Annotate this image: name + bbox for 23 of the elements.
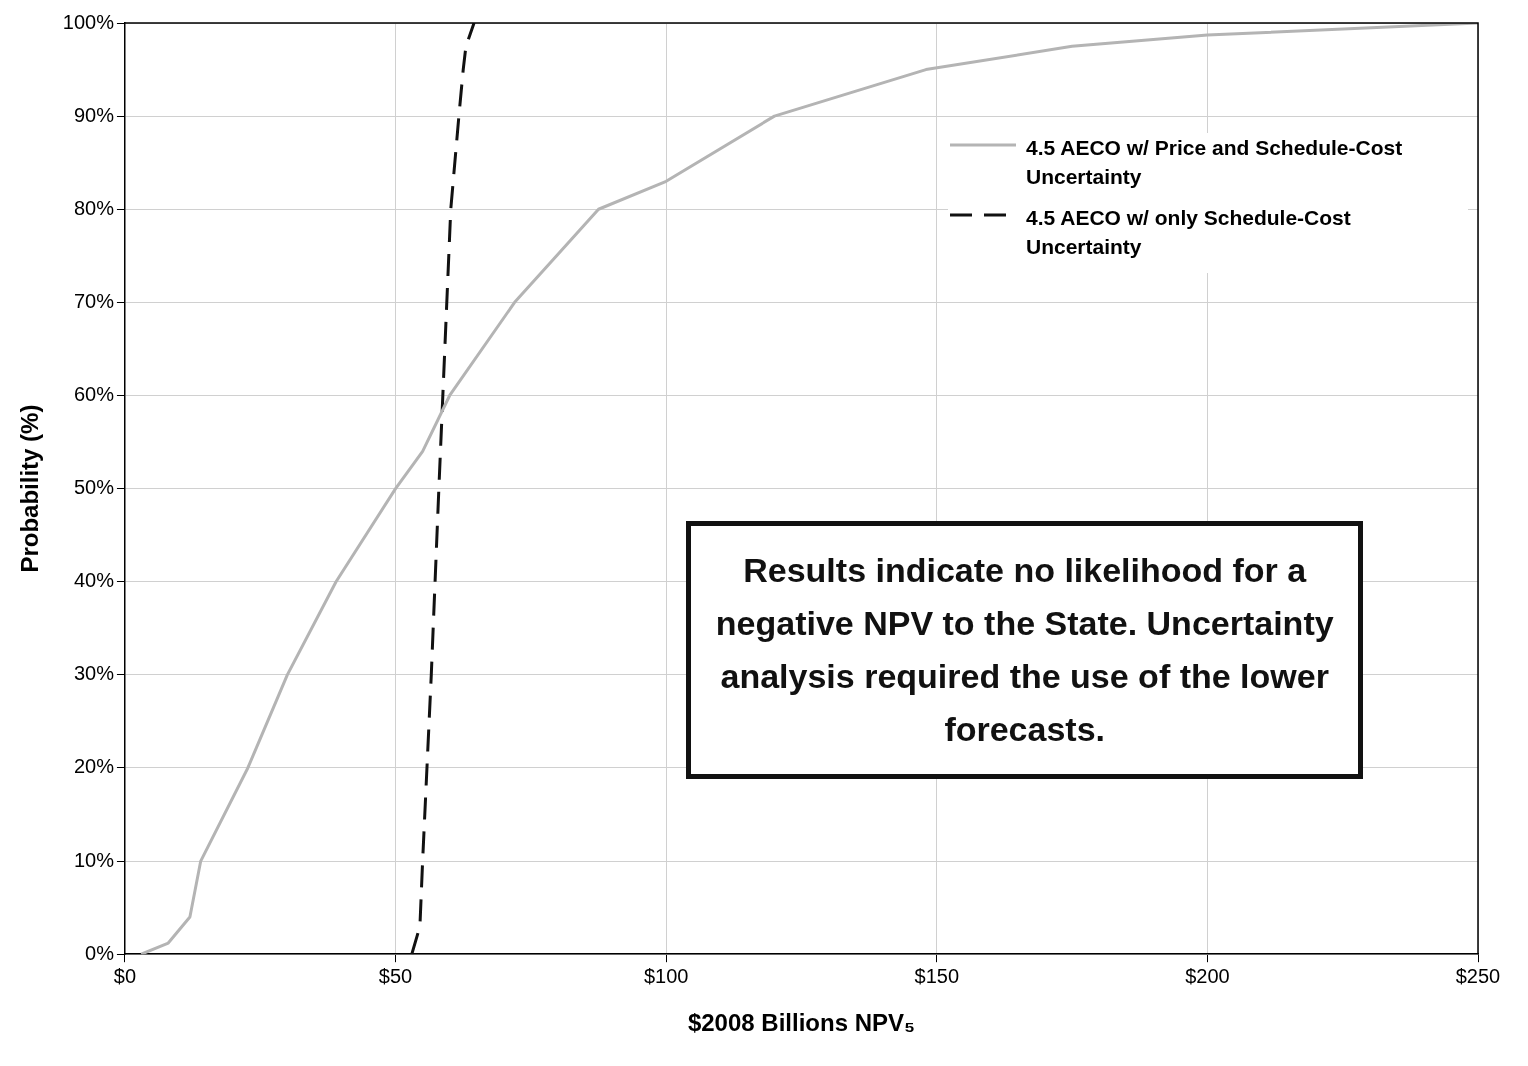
line-series bbox=[410, 23, 476, 955]
y-tick-label: 60% bbox=[73, 383, 115, 405]
y-axis-title: Probability (%) bbox=[16, 404, 44, 573]
y-tick-label: 70% bbox=[73, 289, 115, 312]
x-tick-label: $150 bbox=[914, 964, 960, 987]
y-tick-label: 40% bbox=[73, 569, 115, 592]
legend-label: 4.5 AECO w/ Price and Schedule-Cost Uncertainty bbox=[1026, 135, 1404, 190]
annotation: Results indicate no likelihood for a negative NPV to the State. Uncertainty analysis required the use of the lower forecasts. bbox=[686, 521, 1363, 780]
y-tick-label: 90% bbox=[73, 103, 115, 126]
legend-label: 4.5 AECO w/ only Schedule-Cost Uncertainty bbox=[1026, 205, 1352, 260]
x-axis-title: $2008 Billions NPV₅ bbox=[687, 1009, 916, 1037]
y-tick-label: 10% bbox=[73, 848, 115, 871]
x-tick-label: $250 bbox=[1455, 964, 1501, 987]
x-tick-label: $200 bbox=[1185, 964, 1230, 987]
y-tick-label: 100% bbox=[62, 10, 115, 33]
y-tick-label: 30% bbox=[73, 662, 115, 685]
y-tick-label: 20% bbox=[73, 755, 115, 778]
x-tick-label: $100 bbox=[643, 964, 689, 987]
x-tick-label: $50 bbox=[378, 964, 413, 987]
y-tick-label: 80% bbox=[73, 196, 115, 219]
x-tick-label: $0 bbox=[113, 964, 137, 987]
y-tick-label: 50% bbox=[73, 476, 115, 499]
y-tick-label: 0% bbox=[85, 941, 115, 964]
